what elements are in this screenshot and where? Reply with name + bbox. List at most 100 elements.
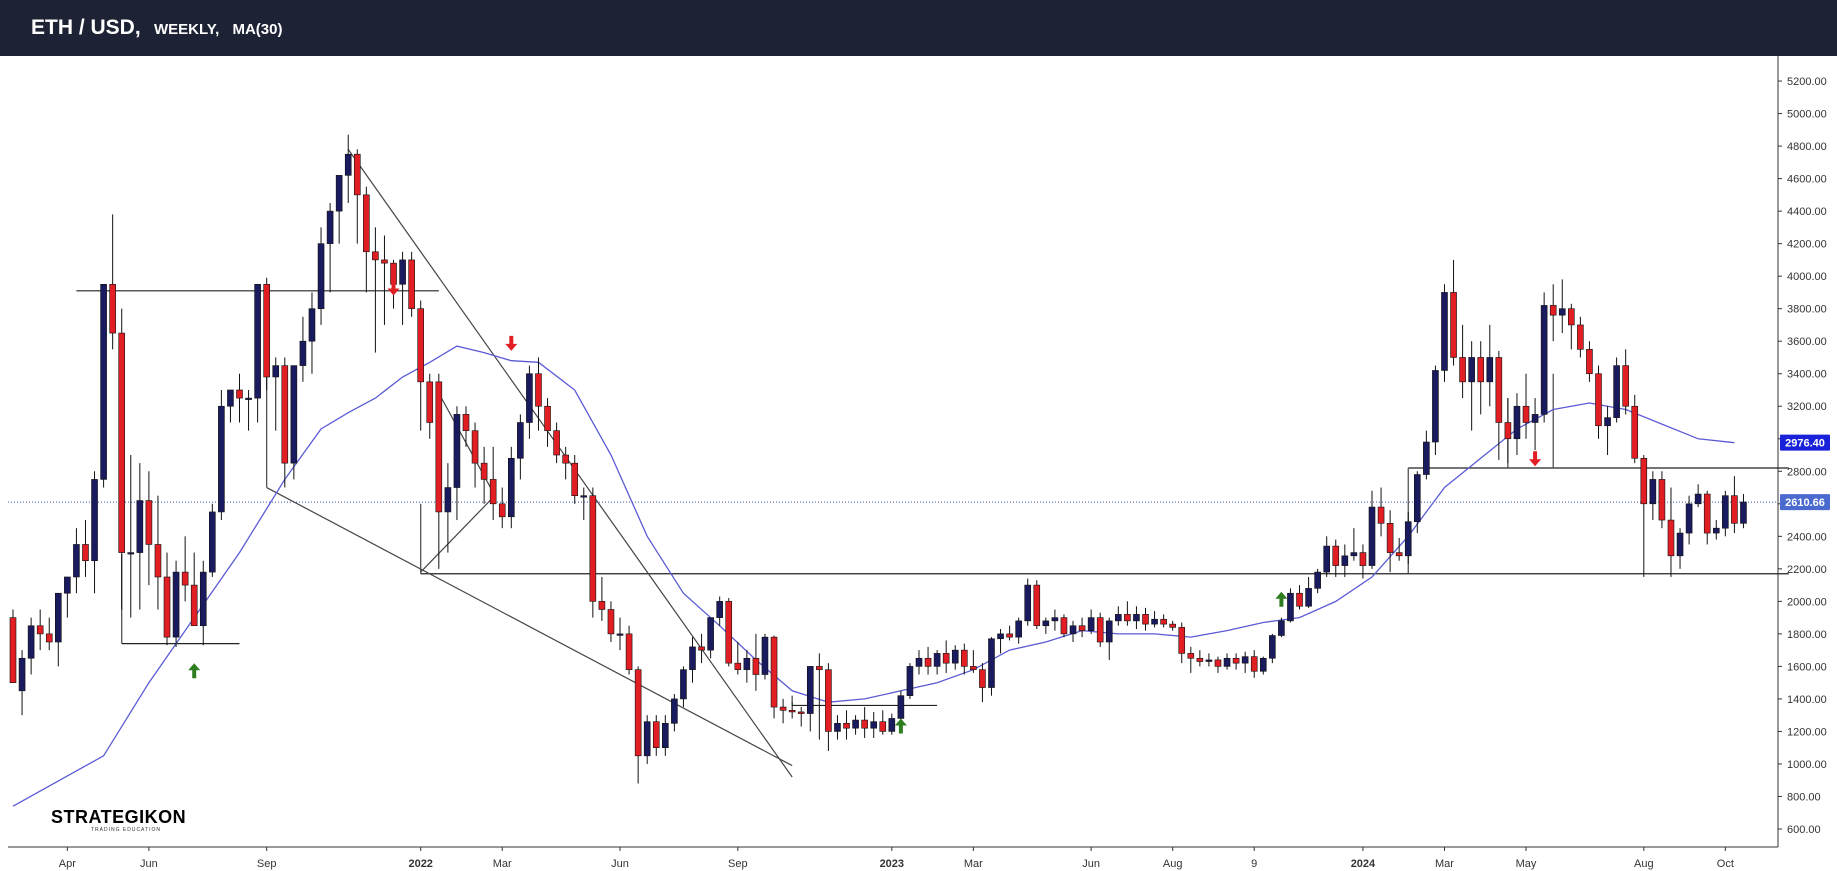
bearish-candle <box>725 598 733 667</box>
candle-body <box>761 636 769 675</box>
bearish-candle <box>1450 259 1457 366</box>
bullish-candle <box>1712 520 1720 540</box>
bullish-candle <box>227 389 234 423</box>
y-tick-label: 4200.00 <box>1787 239 1827 251</box>
bullish-candle <box>290 365 298 480</box>
candle-body <box>344 153 352 176</box>
candle-body <box>960 649 968 667</box>
bullish-candle <box>91 471 98 594</box>
candle-body <box>489 479 497 505</box>
bearish-candle <box>843 710 850 740</box>
candle-body <box>1549 305 1557 316</box>
bearish-candle <box>1296 585 1303 610</box>
candle-body <box>1006 633 1013 638</box>
bullish-candle <box>707 617 714 659</box>
bullish-candle <box>997 629 1004 654</box>
candle-body <box>643 721 651 757</box>
bullish-candle <box>54 592 62 667</box>
x-tick-label: Jun <box>1082 858 1100 870</box>
bullish-candle <box>299 316 307 382</box>
candle-body <box>1404 521 1412 557</box>
candle-body <box>236 389 243 399</box>
bullish-candle <box>1115 606 1122 626</box>
bearish-candle <box>816 653 823 740</box>
bearish-candle <box>1495 350 1503 460</box>
bullish-candle <box>834 715 841 740</box>
bullish-candle <box>1223 653 1231 670</box>
bearish-candle <box>1178 622 1186 664</box>
bullish-candle <box>517 414 524 480</box>
candle-body <box>517 422 524 459</box>
y-tick-label: 4600.00 <box>1787 174 1827 186</box>
bearish-candle <box>979 663 986 703</box>
bearish-candle <box>788 702 796 719</box>
candle-body <box>64 576 71 594</box>
x-tick-label: Sep <box>257 858 277 870</box>
bearish-candle <box>462 406 470 447</box>
y-tick-label: 1400.00 <box>1787 694 1827 706</box>
candle-body <box>1115 614 1122 622</box>
arrow-up-icon <box>188 663 201 679</box>
bullish-candle <box>100 283 107 488</box>
bullish-candle <box>580 487 588 521</box>
candle-body <box>526 373 533 423</box>
candle-body <box>1060 617 1068 635</box>
bearish-candle <box>118 308 126 610</box>
candle-body <box>18 657 26 692</box>
candle-body <box>1395 552 1403 557</box>
bearish-candle <box>480 446 488 504</box>
bearish-candle <box>562 446 569 480</box>
candle-body <box>752 657 760 675</box>
price-chart[interactable]: 600.00 800.00 1000.00 1200.00 1400.00 1600.00… <box>0 56 1837 871</box>
candle-body <box>942 653 950 664</box>
candle-body <box>979 669 986 688</box>
bearish-candle <box>1250 650 1258 678</box>
bullish-candle <box>852 715 859 735</box>
candle-body <box>553 430 560 456</box>
bullish-candle <box>1350 528 1358 561</box>
bullish-candle <box>1205 653 1213 667</box>
brand-logo: STRATEGIKON <box>51 807 187 827</box>
bullish-candle <box>689 637 696 683</box>
bullish-candle <box>1423 430 1430 480</box>
bearish-candle <box>571 455 579 504</box>
candle-body <box>1051 617 1059 622</box>
candle-body <box>1368 506 1376 566</box>
y-tick-label: 600.00 <box>1787 824 1821 836</box>
candle-body <box>1513 405 1521 440</box>
candle-body <box>1151 618 1158 625</box>
x-tick-label: 2023 <box>880 858 904 870</box>
candle-body <box>1259 657 1267 672</box>
bearish-candle <box>1332 539 1340 577</box>
candle-body <box>308 308 316 342</box>
candle-body <box>172 571 180 638</box>
bearish-candle <box>1568 303 1575 350</box>
bearish-candle <box>1060 614 1068 638</box>
candle-body <box>54 592 62 643</box>
bullish-candle <box>1685 495 1693 545</box>
candle-body <box>1432 370 1439 443</box>
bearish-candle <box>363 186 370 293</box>
x-tick-label: 2024 <box>1351 858 1376 870</box>
candle-body <box>1069 625 1077 635</box>
candle-body <box>190 584 198 627</box>
bearish-candle <box>263 277 270 390</box>
bearish-candle <box>1395 537 1403 561</box>
bullish-candle <box>18 650 26 716</box>
candle-body <box>1323 545 1330 573</box>
candle-body <box>698 646 705 651</box>
bullish-candle <box>1105 617 1113 660</box>
candle-body <box>372 251 379 261</box>
bearish-candle <box>426 373 434 439</box>
bearish-candle <box>779 698 787 724</box>
candle-body <box>1314 571 1321 589</box>
candle-body <box>9 617 17 683</box>
y-tick-label: 3200.00 <box>1787 401 1827 413</box>
candle-body <box>671 698 678 724</box>
bearish-candle <box>625 625 633 675</box>
candle-body <box>1187 653 1195 659</box>
candle-body <box>725 601 733 664</box>
bullish-candle <box>1287 588 1294 623</box>
bullish-candle <box>1694 484 1702 508</box>
trend-line <box>347 148 793 778</box>
